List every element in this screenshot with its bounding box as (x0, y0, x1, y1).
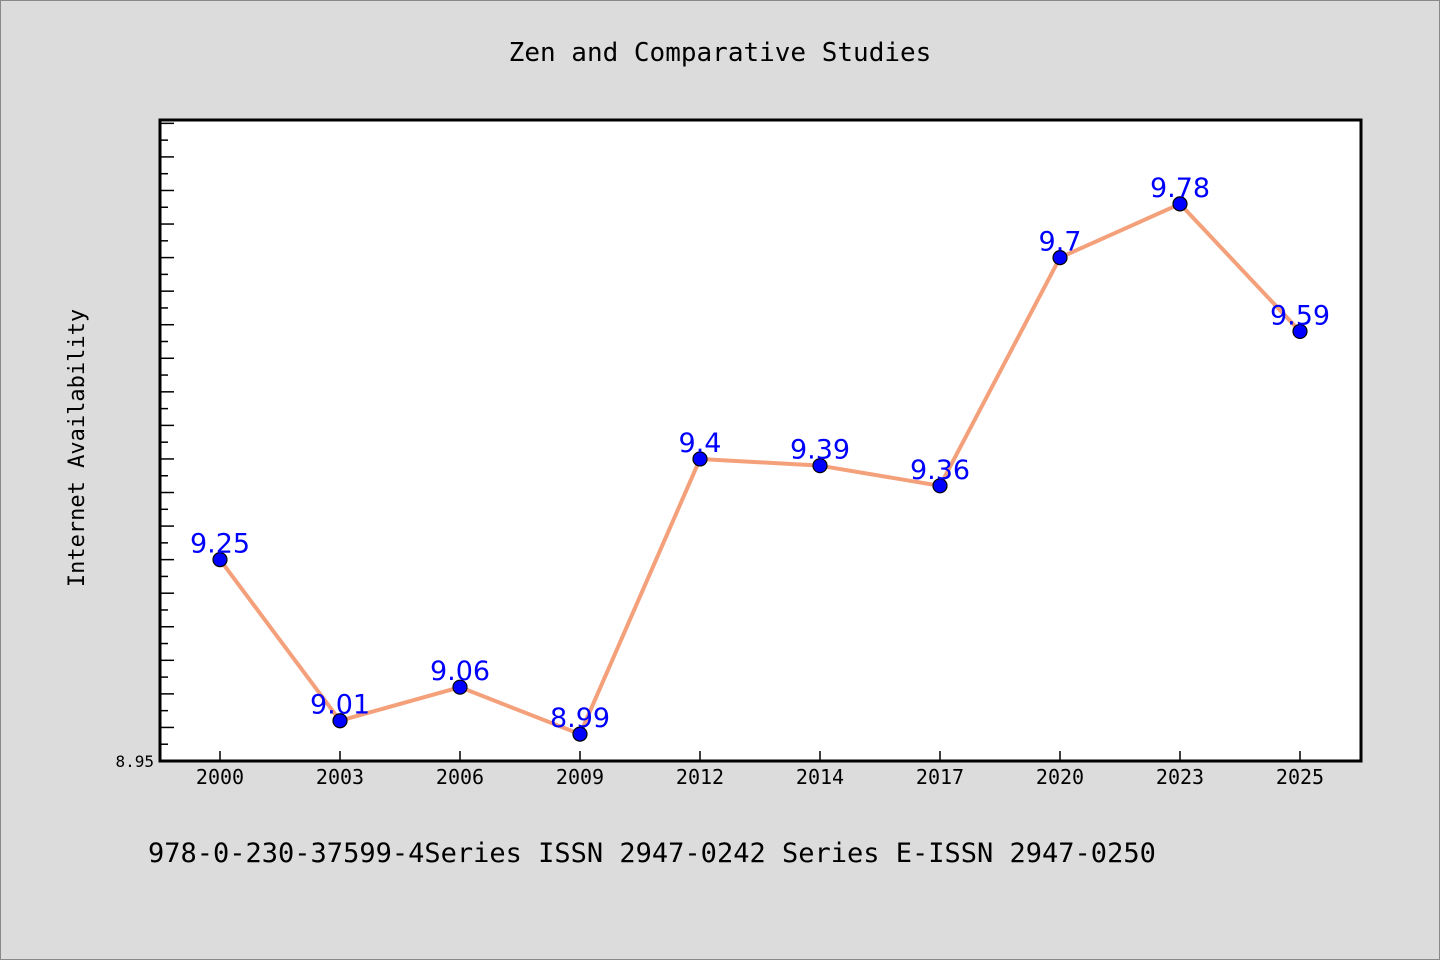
chart-title: Zen and Comparative Studies (509, 38, 932, 68)
data-point (572, 726, 588, 742)
data-label: 8.99 (550, 703, 610, 734)
footer-isbn-text: 978-0-230-37599-4Series ISSN 2947-0242 S… (148, 838, 1156, 869)
data-label: 9.4 (679, 428, 722, 459)
x-tick-label: 2017 (916, 765, 964, 789)
data-markers (212, 196, 1308, 742)
y-tick-label: 8.95 (115, 752, 154, 771)
data-point (1172, 196, 1188, 212)
plot-area (160, 120, 1361, 761)
x-tick-label: 2014 (796, 765, 844, 789)
data-label: 9.7 (1039, 227, 1082, 258)
data-point (212, 552, 228, 568)
data-point (332, 713, 348, 729)
x-tick-label: 2000 (196, 765, 244, 789)
plot-frame (158, 118, 1363, 763)
y-axis-label: Internet Availability (65, 309, 90, 587)
x-tick-label: 2020 (1036, 765, 1084, 789)
data-label: 9.01 (310, 690, 370, 721)
data-label: 9.78 (1150, 173, 1210, 204)
data-point (452, 679, 468, 695)
data-point (1292, 323, 1308, 340)
data-label: 9.06 (430, 656, 490, 687)
data-point (812, 458, 828, 474)
x-axis-ticks: 2000 2003 2006 2009 2012 2014 2017 2020 2023 2025 (196, 751, 1324, 789)
x-tick-label: 2012 (676, 765, 724, 789)
data-label: 9.59 (1270, 300, 1330, 331)
data-label: 9.25 (190, 529, 250, 560)
x-tick-label: 2003 (316, 765, 364, 789)
data-point (1052, 249, 1068, 266)
data-label: 9.36 (910, 455, 970, 486)
series-line-group (218, 201, 1302, 737)
x-tick-label: 2009 (556, 765, 604, 789)
data-point (932, 478, 948, 494)
data-labels: 9.25 9.01 9.06 8.99 9.4 9.39 9.36 9.7 9.78 9.59 (190, 173, 1330, 734)
x-tick-label: 2023 (1156, 765, 1204, 789)
x-tick-label: 2006 (436, 765, 484, 789)
x-tick-label: 2025 (1276, 765, 1324, 789)
series-line (218, 201, 1302, 737)
data-point (692, 451, 708, 467)
data-label: 9.39 (790, 435, 850, 466)
